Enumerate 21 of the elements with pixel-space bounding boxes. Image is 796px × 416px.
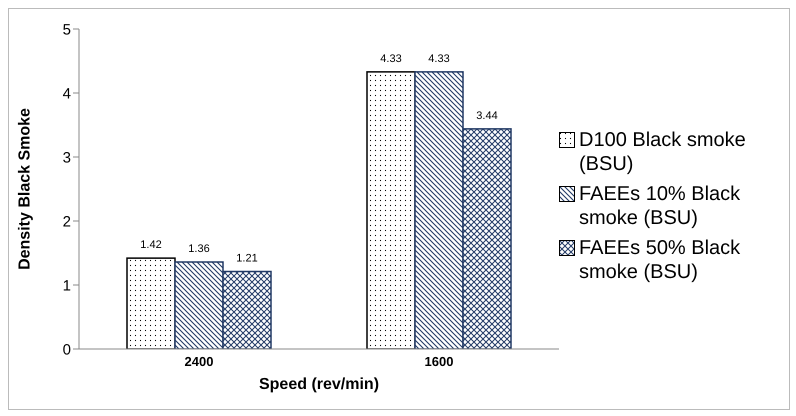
y-tick-label: 5 (62, 21, 71, 38)
bar (126, 257, 176, 349)
x-axis-title: Speed (rev/min) (258, 376, 380, 393)
y-tick-label: 4 (62, 85, 71, 102)
x-tick-label: 2400 (184, 354, 214, 370)
y-tick-label: 0 (62, 341, 71, 358)
x-tick-label: 1600 (424, 354, 454, 370)
data-label: 1.36 (188, 242, 210, 255)
data-label: 1.42 (140, 239, 162, 252)
legend-label: FAEEs 10% Black smoke (BSU) (579, 182, 742, 230)
y-axis-title: Density Black Smoke (16, 108, 34, 270)
data-label: 4.33 (428, 52, 450, 65)
y-tick-label: 1 (62, 277, 71, 294)
legend-label: FAEEs 50% Black smoke (BSU) (579, 236, 742, 284)
data-label: 4.33 (380, 52, 402, 65)
data-label: 1.21 (236, 252, 258, 265)
data-label: 3.44 (476, 110, 498, 122)
y-tick-label: 2 (62, 213, 71, 230)
y-tick-label: 3 (62, 149, 71, 166)
legend-label: D100 Black smoke (BSU) (579, 128, 747, 176)
bar (366, 71, 416, 349)
